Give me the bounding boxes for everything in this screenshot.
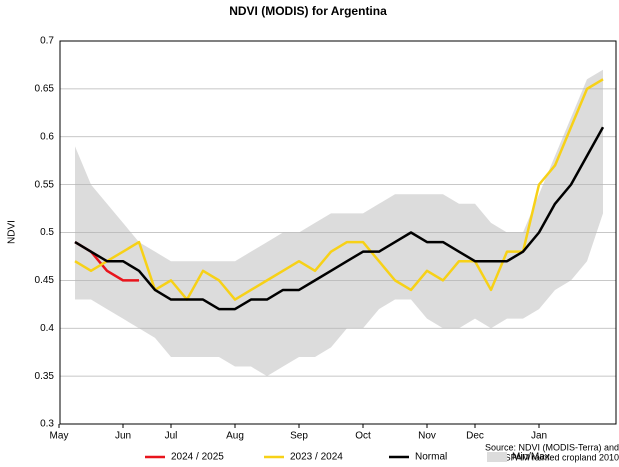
plot-frame xyxy=(59,40,617,425)
y-tick-label: 0.35 xyxy=(35,371,55,382)
x-tick-label: Aug xyxy=(226,431,244,442)
y-tick-label: 0.4 xyxy=(40,323,54,334)
legend-label: 2024 / 2025 xyxy=(171,452,224,463)
x-tick-label: Jan xyxy=(531,431,547,442)
source-note: Source: NDVI (MODIS-Terra) and xyxy=(485,442,619,452)
legend-swatch xyxy=(487,452,507,462)
y-tick-label: 0.65 xyxy=(35,84,55,95)
x-tick-label: Oct xyxy=(355,431,371,442)
y-tick-label: 0.55 xyxy=(35,179,55,190)
x-tick-label: Jun xyxy=(115,431,131,442)
y-axis-label: NDVI xyxy=(7,220,18,244)
y-tick-label: 0.3 xyxy=(40,419,54,430)
x-tick-label: Dec xyxy=(466,431,484,442)
chart-title: NDVI (MODIS) for Argentina xyxy=(229,4,387,18)
legend-label: Min/Max xyxy=(512,452,550,463)
source-note: SPAM rainfed cropland 2010 xyxy=(505,452,619,462)
min-max-band xyxy=(75,69,603,377)
x-tick-label: Jul xyxy=(165,431,178,442)
x-tick-label: Nov xyxy=(418,431,436,442)
y-tick-label: 0.6 xyxy=(40,131,54,142)
series-line xyxy=(74,78,604,301)
x-tick-label: Sep xyxy=(290,431,308,442)
legend-label: 2023 / 2024 xyxy=(290,452,343,463)
series-line xyxy=(74,126,605,311)
y-tick-label: 0.5 xyxy=(40,227,54,238)
y-tick-label: 0.45 xyxy=(35,275,55,286)
legend-label: Normal xyxy=(415,452,447,463)
y-tick-label: 0.7 xyxy=(40,36,54,47)
x-tick-label: May xyxy=(50,431,69,442)
